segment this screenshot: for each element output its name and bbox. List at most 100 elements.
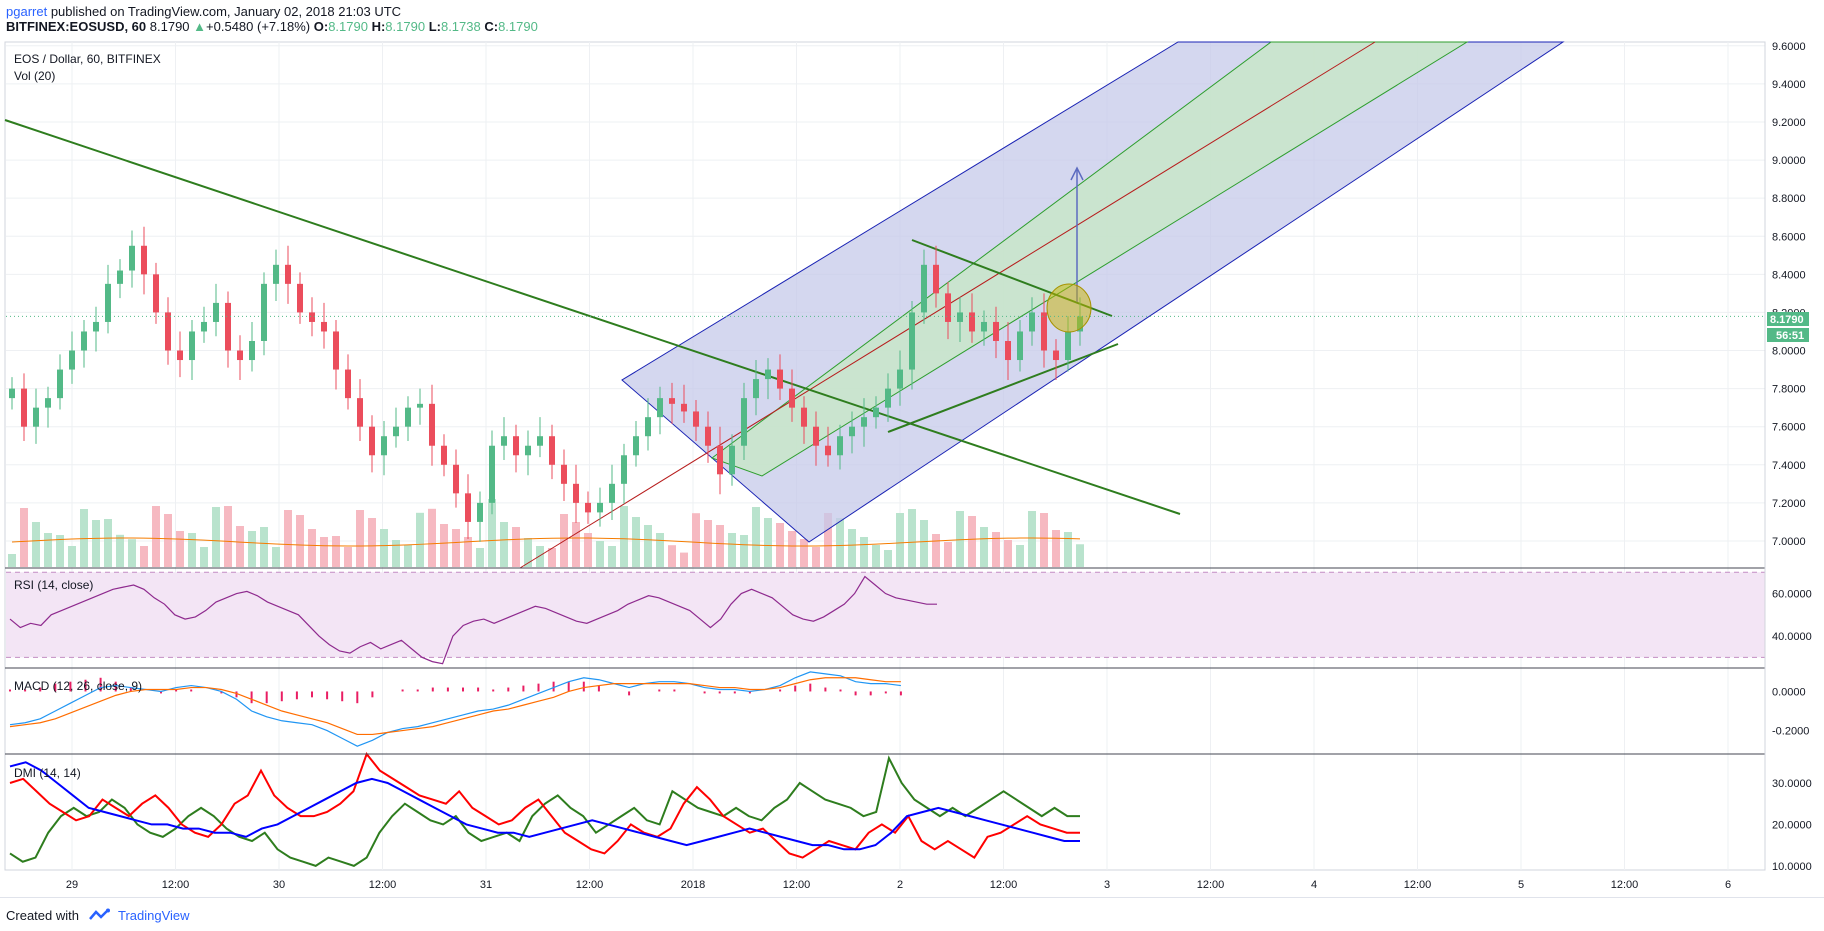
candle-body bbox=[429, 403, 435, 446]
time-tick-label: 6 bbox=[1725, 879, 1731, 891]
candle-body bbox=[837, 436, 843, 456]
tradingview-link[interactable]: TradingView bbox=[118, 908, 190, 923]
low-label: L: bbox=[428, 19, 441, 34]
candle-body bbox=[609, 483, 615, 503]
macd-tick-label: 0.0000 bbox=[1772, 686, 1806, 698]
volume-bar bbox=[32, 522, 40, 567]
volume-bar bbox=[1004, 540, 1012, 567]
price-tick-label: 7.8000 bbox=[1772, 384, 1806, 396]
candle-body bbox=[993, 321, 999, 341]
price-tick-label: 7.2000 bbox=[1772, 498, 1806, 510]
symbol-label: BITFINEX:EOSUSD, 60 bbox=[6, 19, 147, 34]
volume-bar bbox=[428, 508, 436, 567]
candle-body bbox=[1005, 340, 1011, 361]
change-value: +0.5480 (+7.18%) bbox=[206, 19, 311, 34]
volume-bar bbox=[896, 513, 904, 567]
volume-bar bbox=[1052, 530, 1060, 567]
volume-bar bbox=[1076, 544, 1084, 567]
volume-bar bbox=[476, 548, 484, 567]
volume-bar bbox=[992, 532, 1000, 567]
candle-body bbox=[201, 321, 207, 332]
candle-body bbox=[945, 293, 951, 322]
candle-body bbox=[213, 302, 219, 322]
candle-body bbox=[957, 312, 963, 322]
candle-body bbox=[765, 369, 771, 380]
volume-bars bbox=[8, 499, 1084, 567]
candle-body bbox=[573, 483, 579, 503]
time-tick-label: 2018 bbox=[681, 879, 705, 891]
time-tick-label: 12:00 bbox=[783, 879, 811, 891]
price-tick-label: 9.2000 bbox=[1772, 117, 1806, 129]
volume-bar bbox=[656, 533, 664, 567]
volume-bar bbox=[8, 554, 16, 567]
candle-body bbox=[597, 502, 603, 513]
volume-bar bbox=[500, 522, 508, 567]
price-tick-label: 7.0000 bbox=[1772, 536, 1806, 548]
candle-body bbox=[1029, 312, 1035, 332]
candle-body bbox=[321, 321, 327, 332]
candle-body bbox=[1053, 350, 1059, 361]
candle-body bbox=[225, 302, 231, 351]
volume-bar bbox=[824, 513, 832, 567]
chart-header: pgarret published on TradingView.com, Ja… bbox=[0, 0, 1824, 40]
candle-body bbox=[189, 331, 195, 361]
candle-body bbox=[705, 426, 711, 446]
trendline-lower bbox=[887, 343, 1119, 433]
volume-bar bbox=[248, 531, 256, 567]
price-badge-bg bbox=[1767, 312, 1809, 326]
volume-bar bbox=[260, 527, 268, 567]
dmi-tick-label: 20.0000 bbox=[1772, 819, 1812, 831]
volume-bar bbox=[152, 506, 160, 567]
candle-body bbox=[393, 426, 399, 437]
close-value: 8.1790 bbox=[498, 19, 538, 34]
volume-bar bbox=[728, 533, 736, 567]
candle-body bbox=[309, 312, 315, 322]
candle-body bbox=[633, 436, 639, 456]
volume-bar bbox=[80, 509, 88, 567]
volume-bar bbox=[944, 542, 952, 567]
open-label: O: bbox=[313, 19, 329, 34]
time-tick-label: 12:00 bbox=[369, 879, 397, 891]
candle-body bbox=[789, 388, 795, 408]
volume-bar bbox=[176, 531, 184, 567]
volume-bar bbox=[272, 547, 280, 567]
ohlc-line: BITFINEX:EOSUSD, 60 8.1790 ▲+0.5480 (+7.… bbox=[6, 19, 538, 34]
volume-bar bbox=[320, 537, 328, 567]
volume-bar bbox=[188, 533, 196, 567]
volume-bar bbox=[224, 506, 232, 567]
time-tick-label: 30 bbox=[273, 879, 285, 891]
candles bbox=[9, 226, 1083, 542]
price-tick-label: 8.4000 bbox=[1772, 269, 1806, 281]
candle-body bbox=[1065, 331, 1071, 361]
candle-body bbox=[501, 436, 507, 446]
volume-bar bbox=[608, 546, 616, 567]
chart-canvas[interactable]: 7.00007.20007.40007.60007.80008.00008.20… bbox=[0, 40, 1824, 897]
volume-bar bbox=[680, 552, 688, 567]
volume-bar bbox=[776, 523, 784, 567]
time-axis[interactable]: 29 12:00 30 12:00 31 12:00 2018 12:00 2 12:00 3 12:… bbox=[66, 879, 1731, 891]
macd-tick-label: -0.2000 bbox=[1772, 726, 1809, 738]
candle-body bbox=[741, 398, 747, 446]
price-tick-label: 7.6000 bbox=[1772, 422, 1806, 434]
tradingview-logo-icon[interactable] bbox=[88, 908, 112, 927]
time-tick-label: 2 bbox=[897, 879, 903, 891]
volume-bar bbox=[1064, 532, 1072, 567]
volume-bar bbox=[212, 507, 220, 567]
candle-body bbox=[345, 369, 351, 399]
breakout-highlight-circle bbox=[1046, 283, 1092, 333]
drawings[interactable] bbox=[4, 41, 1565, 569]
candle-body bbox=[885, 388, 891, 408]
footer: Created with TradingView bbox=[0, 897, 1824, 931]
volume-bar bbox=[980, 527, 988, 567]
volume-bar bbox=[92, 520, 100, 567]
candle-body bbox=[489, 445, 495, 503]
countdown-badge: 56:51 bbox=[1776, 330, 1804, 342]
price-axis[interactable]: 7.00007.20007.40007.60007.80008.00008.20… bbox=[1772, 41, 1812, 873]
volume-bar bbox=[512, 527, 520, 567]
candle-body bbox=[693, 411, 699, 427]
author-link[interactable]: pgarret bbox=[6, 4, 48, 19]
candle-body bbox=[69, 350, 75, 370]
time-tick-label: 12:00 bbox=[1197, 879, 1225, 891]
volume-bar bbox=[1016, 545, 1024, 567]
time-tick-label: 29 bbox=[66, 879, 78, 891]
